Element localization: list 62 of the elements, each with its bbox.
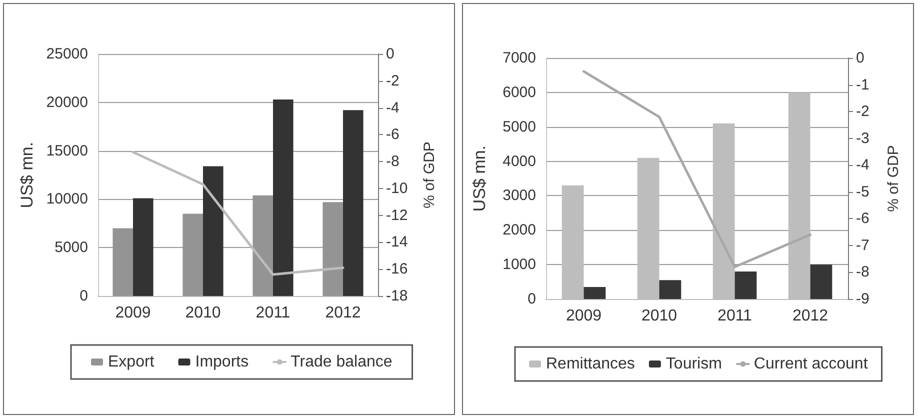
- y-tick-label: 2000: [502, 222, 536, 239]
- x-tick-label: 2009: [566, 308, 602, 324]
- y2-tick-label: -7: [856, 236, 870, 254]
- bar: [343, 110, 364, 296]
- y-tick-label: 3000: [502, 187, 536, 204]
- legend-label: Tourism: [666, 356, 722, 372]
- y-tick-label: 20000: [46, 94, 88, 111]
- y2-tick-label: -16: [386, 260, 408, 278]
- bar: [659, 280, 682, 299]
- x-tick-label: 2010: [641, 308, 678, 324]
- bar: [203, 166, 224, 296]
- y2-tick-label: -1: [856, 76, 870, 94]
- legend-label: Imports: [195, 354, 249, 370]
- legend-label: Export: [108, 354, 155, 370]
- x-tick-label: 2012: [325, 304, 361, 322]
- bar: [584, 286, 606, 299]
- y-tick-label: 0: [80, 288, 88, 304]
- y2-tick-label: -18: [386, 288, 408, 304]
- y2-tick-label: -8: [386, 153, 400, 170]
- x-tick-label: 2010: [185, 304, 221, 322]
- y-tick-label: 6000: [502, 84, 536, 101]
- y-tick-label: 25000: [46, 46, 88, 62]
- bar: [734, 271, 757, 299]
- y-tick-label: 5000: [54, 239, 88, 256]
- y-axis-title: US$ mn.: [17, 142, 36, 208]
- x-tick-label: 2011: [718, 308, 752, 324]
- x-tick-label: 2009: [115, 304, 151, 322]
- y2-tick-label: -3: [856, 130, 870, 147]
- y2-tick-label: -5: [856, 183, 870, 200]
- x-tick-label: 2012: [792, 308, 828, 324]
- y2-axis-title: % of GDP: [421, 142, 438, 208]
- bar: [133, 198, 154, 296]
- y2-tick-label: 0: [856, 50, 864, 66]
- y2-tick-label: -9: [856, 290, 870, 308]
- y2-tick-label: -2: [386, 72, 400, 90]
- y2-tick-label: -6: [386, 126, 400, 144]
- y2-tick-label: -14: [386, 234, 408, 251]
- y-tick-label: 10000: [46, 190, 88, 208]
- legend-label: Trade balance: [290, 354, 392, 370]
- y-tick-label: 0: [528, 290, 536, 308]
- y2-tick-label: -4: [856, 156, 870, 174]
- y2-tick-label: -10: [386, 180, 408, 197]
- line-series: [582, 70, 812, 268]
- bar: [810, 264, 832, 299]
- legend-label: Current account: [754, 356, 868, 372]
- line-series: [132, 150, 344, 276]
- bar: [273, 99, 294, 296]
- y-tick-label: 15000: [46, 142, 88, 160]
- y2-tick-label: -8: [856, 264, 870, 281]
- y2-tick-label: -6: [856, 210, 870, 228]
- legend-label: Remittances: [546, 356, 635, 372]
- y2-tick-label: -4: [386, 99, 400, 116]
- x-tick-label: 2011: [256, 304, 290, 322]
- y2-tick-label: -2: [856, 103, 870, 120]
- y-tick-label: 1000: [502, 256, 536, 274]
- y-axis-title: US$ mn.: [470, 145, 489, 212]
- y-tick-label: 5000: [502, 118, 536, 136]
- y2-tick-label: -12: [386, 206, 408, 224]
- y-tick-label: 4000: [502, 152, 536, 170]
- y-tick-label: 7000: [502, 50, 536, 66]
- y2-axis-title: % of GDP: [885, 145, 902, 212]
- y2-tick-label: 0: [386, 46, 394, 62]
